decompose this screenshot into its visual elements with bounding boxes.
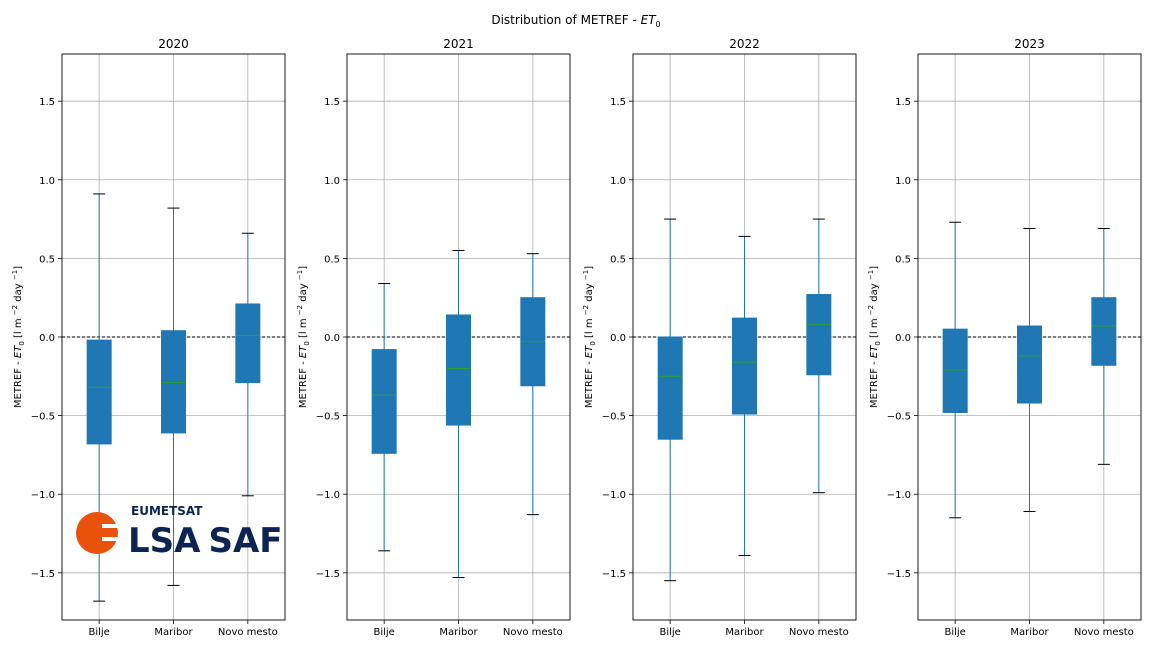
y-tick-label: −1.0 [602,490,626,501]
x-tick-label: Novo mesto [503,627,563,638]
x-tick-label: Bilje [659,627,680,638]
axes-frame [346,53,571,621]
y-tick-label: −1.0 [31,490,55,501]
y-axis-label: METREF - ET0 [l m −2 day −1] [867,266,882,408]
iqr-box [732,317,757,415]
box-bilje [657,218,683,582]
y-tick-label: 1.5 [610,97,626,108]
panel-title: 2023 [1014,37,1045,51]
iqr-box [942,328,968,413]
y-tick-label: 0.5 [895,254,911,265]
y-tick-label: 0.5 [324,254,340,265]
y-tick-label: −1.5 [602,569,626,580]
box-maribor [1017,228,1042,513]
panel-title: 2020 [158,37,189,51]
y-tick-label: −0.5 [31,412,55,423]
x-tick-label: Maribor [1010,627,1049,638]
x-tick-label: Bilje [88,627,109,638]
logo-emblem [76,512,118,554]
y-tick-label: −1.5 [887,569,911,580]
x-tick-label: Bilje [944,627,965,638]
box-bilje [942,221,968,519]
y-tick-label: 1.5 [39,97,55,108]
panel-2022: −1.5 −1.0 −0.5 0.0 0.5 1.0 1.5 Bilje Maribor Novo… [582,37,857,638]
x-tick-label: Bilje [373,627,394,638]
y-axis-label: METREF - ET0 [l m −2 day −1] [11,266,26,408]
iqr-box [371,349,397,454]
axes-frame [917,53,1142,621]
y-axis-label: METREF - ET0 [l m −2 day −1] [582,266,597,408]
x-tick-label: Maribor [154,627,193,638]
y-tick-label: 0.0 [610,333,626,344]
iqr-box [161,330,186,434]
panel-2023: −1.5 −1.0 −0.5 0.0 0.5 1.0 1.5 Bilje Maribor Novo… [867,37,1142,638]
figure-title: Distribution of METREF - ET0 [491,13,660,29]
box-novo-mesto [806,218,832,494]
y-tick-label: 1.0 [610,176,626,187]
logo-eumetsat: EUMETSAT [131,504,203,518]
x-tick-label: Maribor [439,627,478,638]
x-tick-label: Novo mesto [1074,627,1134,638]
y-tick-label: −1.0 [887,490,911,501]
y-tick-label: −0.5 [602,412,626,423]
y-tick-label: 1.0 [39,176,55,187]
x-tick-label: Maribor [725,627,764,638]
y-tick-label: −1.5 [316,569,340,580]
box-novo-mesto [235,232,261,497]
box-bilje [371,283,397,552]
y-tick-label: 0.5 [610,254,626,265]
iqr-box [446,314,471,426]
y-tick-label: 0.0 [39,333,55,344]
iqr-box [235,303,261,384]
y-tick-label: −1.0 [316,490,340,501]
y-tick-label: 0.0 [324,333,340,344]
logo-lsa-saf: LSA SAF [128,521,283,561]
y-tick-label: −0.5 [316,412,340,423]
axes-frame [632,53,857,621]
y-tick-label: 1.5 [895,97,911,108]
box-bilje [86,193,112,602]
iqr-box [657,336,683,440]
y-tick-label: 0.0 [895,333,911,344]
x-tick-label: Novo mesto [218,627,278,638]
iqr-box [806,294,832,376]
panel-title: 2022 [729,37,760,51]
iqr-box [86,339,112,445]
box-maribor [161,207,186,586]
panel-2021: −1.5 −1.0 −0.5 0.0 0.5 1.0 1.5 Bilje Maribor Novo… [296,37,571,638]
box-maribor [446,250,471,579]
panel-title: 2021 [443,37,474,51]
y-tick-label: −1.5 [31,569,55,580]
y-tick-label: 0.5 [39,254,55,265]
y-tick-label: 1.5 [324,97,340,108]
box-novo-mesto [520,253,546,516]
y-tick-label: 1.0 [324,176,340,187]
panel-2020: −1.5 −1.0 −0.5 0.0 0.5 1.0 1.5 Bilje Maribor Novo… [11,37,286,638]
x-tick-label: Novo mesto [789,627,849,638]
y-axis-label: METREF - ET0 [l m −2 day −1] [296,266,311,408]
iqr-box [1091,297,1117,366]
y-tick-label: −0.5 [887,412,911,423]
box-novo-mesto [1091,228,1117,465]
lsa-saf-logo: EUMETSAT LSA SAF [76,504,283,561]
axes-frame [61,53,286,621]
iqr-box [1017,325,1042,404]
y-tick-label: 1.0 [895,176,911,187]
box-maribor [732,235,757,557]
